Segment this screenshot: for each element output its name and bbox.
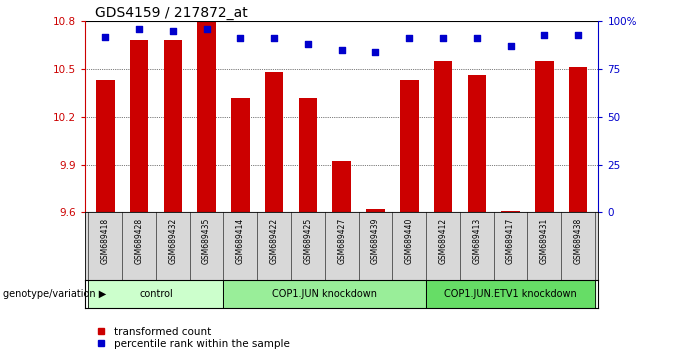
Bar [333, 161, 351, 212]
Point [100, 34, 111, 39]
Point [539, 32, 550, 38]
Point [303, 41, 313, 47]
Text: GSM689438: GSM689438 [574, 218, 583, 264]
Point [133, 26, 144, 32]
Bar [197, 21, 216, 212]
Bar [231, 98, 250, 212]
Bar [367, 209, 385, 212]
Bar [299, 98, 317, 212]
Bar [569, 68, 588, 212]
Point [438, 36, 449, 41]
Text: genotype/variation ▶: genotype/variation ▶ [3, 289, 107, 299]
Text: GSM689414: GSM689414 [236, 218, 245, 264]
Bar [535, 61, 554, 212]
Bar [88, 280, 224, 308]
Point [505, 43, 516, 49]
Bar [400, 80, 419, 212]
Bar [426, 280, 595, 308]
Text: GSM689432: GSM689432 [169, 218, 177, 264]
Text: GSM689431: GSM689431 [540, 218, 549, 264]
Text: control: control [139, 289, 173, 299]
Text: GSM689435: GSM689435 [202, 218, 211, 264]
Point [269, 36, 279, 41]
Point [167, 28, 178, 34]
Point [336, 47, 347, 53]
Point [201, 26, 212, 32]
Point [235, 36, 245, 41]
Bar [96, 80, 114, 212]
Bar [130, 40, 148, 212]
Bar [265, 72, 284, 212]
Bar [434, 61, 452, 212]
Legend: transformed count, percentile rank within the sample: transformed count, percentile rank withi… [90, 327, 290, 349]
Text: GSM689417: GSM689417 [506, 218, 515, 264]
Text: GSM689422: GSM689422 [270, 218, 279, 264]
Text: GDS4159 / 217872_at: GDS4159 / 217872_at [95, 6, 248, 20]
Text: COP1.JUN knockdown: COP1.JUN knockdown [272, 289, 377, 299]
Text: GSM689427: GSM689427 [337, 218, 346, 264]
Text: GSM689413: GSM689413 [473, 218, 481, 264]
Text: GSM689412: GSM689412 [439, 218, 447, 264]
Point [370, 49, 381, 55]
Bar [163, 40, 182, 212]
Bar [224, 280, 426, 308]
Bar [501, 211, 520, 212]
Text: GSM689418: GSM689418 [101, 218, 109, 264]
Bar [468, 75, 486, 212]
Text: COP1.JUN.ETV1 knockdown: COP1.JUN.ETV1 knockdown [444, 289, 577, 299]
Text: GSM689439: GSM689439 [371, 218, 380, 264]
Text: GSM689428: GSM689428 [135, 218, 143, 264]
Text: GSM689440: GSM689440 [405, 218, 413, 264]
Point [404, 36, 415, 41]
Point [471, 36, 482, 41]
Text: GSM689425: GSM689425 [303, 218, 312, 264]
Point [573, 32, 583, 38]
